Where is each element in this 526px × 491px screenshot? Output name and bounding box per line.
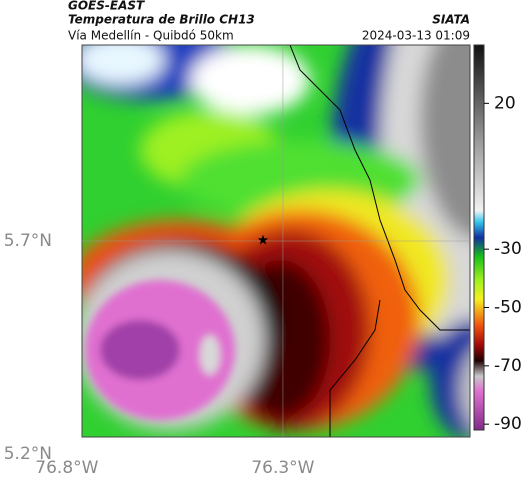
colorbar-tick-label: -90 (494, 414, 522, 434)
brightness-field (82, 45, 470, 437)
y-tick-label: 5.7°N (4, 231, 52, 251)
y-tick-label: 5.2°N (4, 444, 52, 464)
colorbar-tick-label: -70 (494, 356, 522, 376)
location-marker (257, 234, 269, 245)
colorbar-tick-label: 20 (494, 93, 516, 113)
x-tick-label: 76.3°W (251, 458, 314, 478)
colorbar-tick-label: -30 (494, 239, 522, 259)
colorbar-tick-label: -50 (494, 298, 522, 318)
source: SIATA (432, 13, 470, 27)
colorbar (473, 44, 485, 431)
subtitle: Temperatura de Brillo CH13 (68, 13, 255, 27)
title: GOES-EAST (68, 0, 145, 13)
timestamp: 2024-03-13 01:09 (362, 29, 470, 43)
x-tick-label: 76.8°W (35, 458, 98, 478)
region: Vía Medellín - Quibdó 50km (68, 29, 234, 43)
